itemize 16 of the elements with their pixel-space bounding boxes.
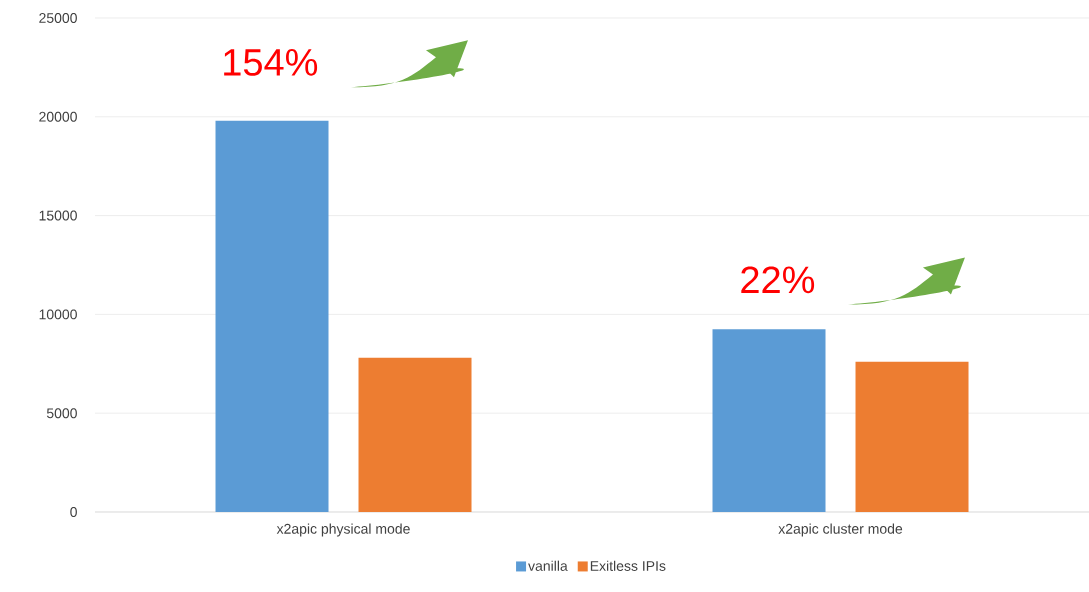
x-tick-label: x2apic cluster mode [778,523,903,537]
bar [855,361,969,512]
legend-label: Exitless IPIs [590,560,666,571]
y-tick-label: 10000 [39,309,77,320]
bar [712,329,826,512]
legend-label: vanilla [528,560,568,571]
bar [358,357,472,512]
annotation: 154% [224,49,318,76]
annotation: 22% [741,266,815,294]
bar [215,120,329,512]
y-tick-label: 0 [70,507,77,517]
x-tick-label: x2apic physical mode [276,523,410,537]
y-tick-label: 5000 [46,408,77,419]
y-tick-label: 15000 [39,210,77,221]
y-tick-label: 20000 [39,111,77,122]
y-tick-label: 25000 [39,13,77,23]
